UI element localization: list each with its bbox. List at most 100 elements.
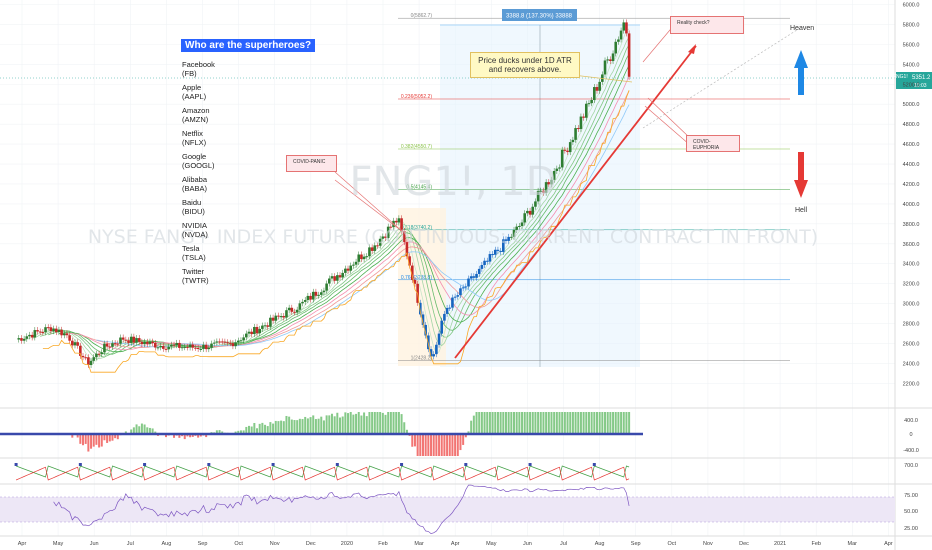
price-tick-label: 3000.0	[903, 302, 920, 308]
histogram-bar	[266, 426, 269, 434]
candle-body	[271, 317, 275, 321]
histogram-bar	[349, 412, 352, 434]
candle-body	[381, 236, 385, 239]
histogram-bar	[448, 434, 451, 456]
histogram-bar	[411, 434, 414, 447]
candle-body	[378, 238, 382, 246]
sawtooth-red	[15, 466, 630, 481]
candle-body	[33, 330, 37, 338]
time-tick-label: Jun	[90, 541, 99, 547]
time-tick-label: Feb	[811, 541, 820, 547]
candle-body	[483, 260, 486, 266]
histogram-bar	[515, 412, 518, 434]
price-tick-label: 4800.0	[903, 122, 920, 128]
candle-body	[402, 231, 406, 243]
candle-body	[386, 226, 390, 238]
histogram-bar	[108, 434, 111, 442]
candle-body	[65, 333, 69, 336]
price-tick-label: 6000.0	[903, 3, 920, 9]
histogram-bar	[355, 413, 358, 434]
candle-body	[143, 341, 146, 345]
time-tick-label: Dec	[739, 541, 749, 547]
histogram-bar	[587, 412, 590, 434]
reality-check-callout[interactable]: Reality check?	[670, 16, 744, 34]
time-tick-label: May	[486, 541, 497, 547]
histogram-bar	[173, 434, 176, 438]
histogram-bar	[539, 412, 542, 434]
hero-ticker: (AMZN)	[182, 114, 209, 124]
candle-body	[526, 210, 529, 214]
candle-body	[419, 302, 422, 315]
covid-euphoria-callout[interactable]: COVID-EUPHORIA	[686, 135, 740, 152]
histogram-bar	[336, 412, 339, 434]
histogram-bar	[98, 434, 101, 448]
candle-body	[376, 245, 379, 247]
candle-body	[408, 256, 411, 266]
hero-name: NVIDIA	[182, 221, 208, 230]
time-axis-labels: Apr May Jun Jul Aug Sep Oct Nov Dec 2020 Feb Mar Apr…	[18, 541, 893, 547]
hero-item: Facebook (FB)	[182, 60, 215, 78]
histogram-bar	[237, 430, 240, 434]
time-tick-label: Jun	[523, 541, 532, 547]
candle-body	[218, 341, 221, 343]
time-tick-label: Sep	[631, 541, 641, 547]
candle-body	[373, 245, 377, 251]
histogram-bar	[545, 412, 548, 434]
candle-body	[151, 341, 154, 343]
candle-body	[129, 336, 133, 343]
histogram-bar	[341, 416, 344, 434]
histogram-bar	[264, 424, 267, 434]
candle-body	[36, 330, 39, 332]
candle-body	[568, 142, 572, 153]
price-tick-label: 3800.0	[903, 222, 920, 228]
time-tick-label: Aug	[595, 541, 605, 547]
histogram-bar	[389, 412, 392, 434]
callout-leader-euphoria-2	[644, 105, 691, 146]
candle-body	[38, 331, 42, 333]
candle-body	[571, 139, 575, 143]
atr-note[interactable]: Price ducks under 1D ATR and recovers ab…	[470, 52, 580, 78]
candle-body	[261, 325, 264, 329]
time-tick-label: Apr	[884, 541, 893, 547]
callout-leader-panic	[334, 171, 404, 233]
candle-body	[619, 30, 623, 40]
candle-body	[22, 338, 26, 341]
candle-body	[92, 357, 96, 361]
histogram-bar	[403, 422, 406, 434]
candle-body	[611, 53, 615, 62]
candle-body	[336, 275, 339, 281]
histogram-bar	[317, 418, 320, 434]
candle-body	[44, 327, 47, 333]
fib-level-label: 0.764(3238.8)	[401, 275, 432, 281]
histogram-bar	[622, 412, 625, 434]
histogram-bar	[381, 412, 384, 434]
time-tick-label: Sep	[198, 541, 208, 547]
histogram-bar	[148, 427, 151, 434]
candle-body	[539, 190, 543, 192]
candle-body	[137, 338, 141, 342]
histogram-bar	[247, 425, 250, 434]
hero-ticker: (GOOGL)	[182, 160, 215, 170]
histogram-bar	[446, 434, 449, 456]
measure-label-bg	[502, 9, 577, 21]
candle-body	[547, 182, 551, 185]
histogram-bar	[472, 415, 475, 434]
hero-item: Alibaba (BABA)	[182, 175, 207, 193]
candle-body	[186, 346, 189, 348]
candle-body	[89, 360, 93, 366]
histogram-bar	[87, 434, 90, 452]
candle-body	[558, 167, 561, 169]
hero-name: Google	[182, 152, 207, 161]
price-tick-label: 4000.0	[903, 202, 920, 208]
trend-arrowhead	[688, 44, 696, 54]
heroes-title: Who are the superheroes?	[181, 39, 316, 52]
covid-panic-callout[interactable]: COVID-PANIC	[286, 155, 337, 172]
histogram-bar	[590, 412, 593, 434]
candle-body	[108, 346, 112, 348]
time-tick-label: Oct	[668, 541, 677, 547]
candle-body	[560, 149, 564, 168]
histogram-bar	[571, 412, 574, 434]
candles	[17, 19, 631, 369]
histogram-bar	[397, 412, 400, 434]
